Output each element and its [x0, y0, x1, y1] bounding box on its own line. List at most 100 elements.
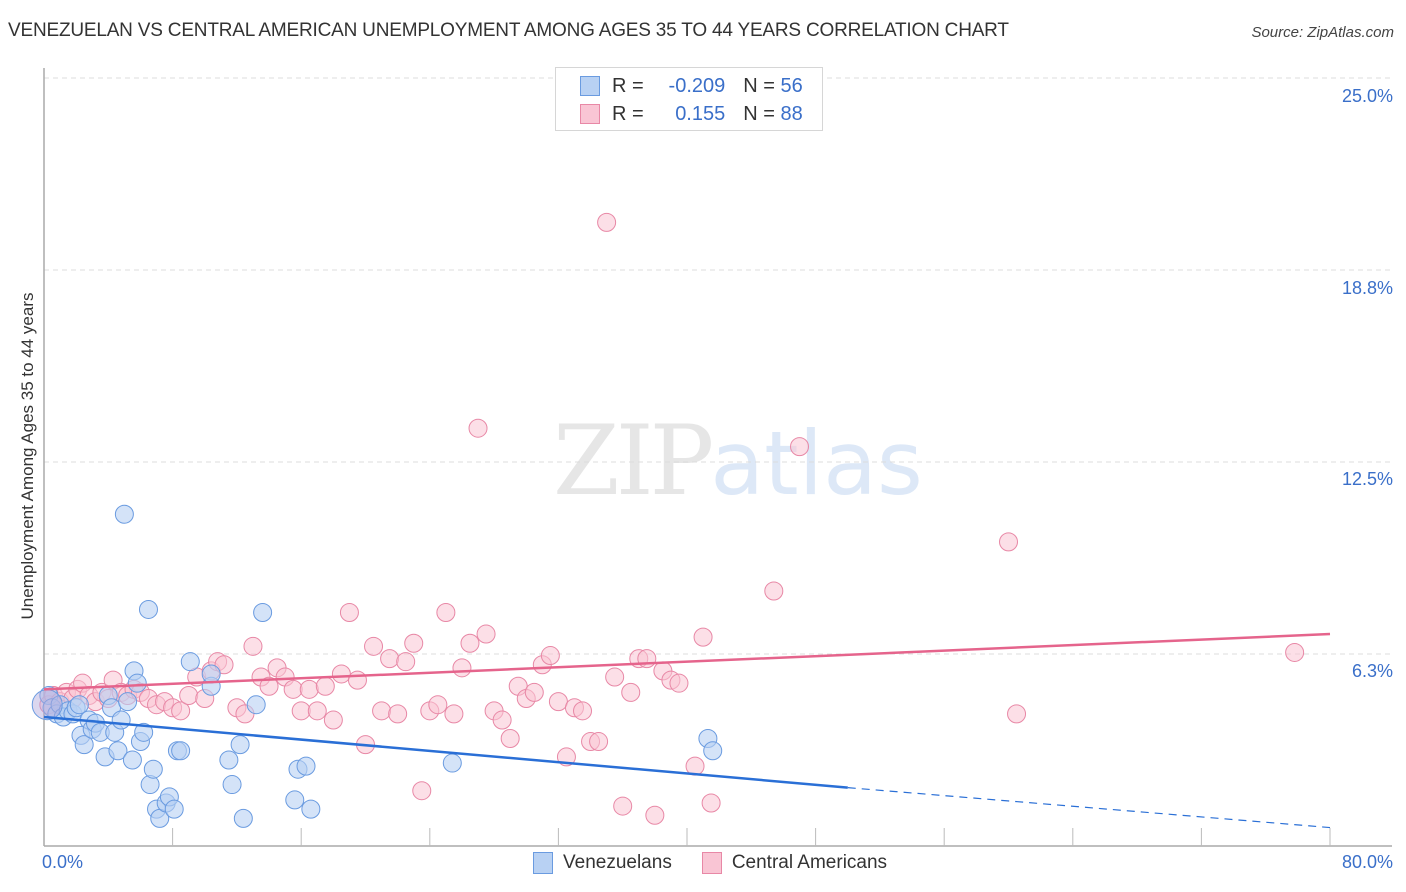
- venezuelans-point: [201, 664, 221, 684]
- central-americans-trend-line: [43, 632, 1331, 691]
- central-americans-point: [701, 793, 721, 813]
- venezuelans-point: [171, 741, 191, 761]
- central-americans-point: [764, 581, 784, 601]
- central-americans-point: [452, 658, 472, 678]
- venezuelans-point: [285, 790, 305, 810]
- cluster-point: [31, 689, 63, 721]
- series-legend: Venezuelans Central Americans: [533, 852, 917, 874]
- y-tick-12-5: 12.5%: [1341, 469, 1393, 489]
- venezuelans-point: [138, 599, 158, 619]
- venezuelans-point: [140, 775, 160, 795]
- venezuelans-point: [122, 750, 142, 770]
- central-americans-point: [259, 676, 279, 696]
- venezuelans-point: [108, 741, 128, 761]
- central-americans-point: [412, 781, 432, 801]
- venezuelans-point: [74, 735, 94, 755]
- central-americans-point: [621, 682, 641, 702]
- x-tick-0: 0.0%: [42, 852, 84, 872]
- r-label: R =: [612, 74, 644, 97]
- legend-row-central-americans: R = 0.155 N = 88: [580, 101, 803, 127]
- central-americans-point: [380, 649, 400, 669]
- central-americans-point: [444, 704, 464, 724]
- central-americans-point: [307, 701, 327, 721]
- venezuelans-point: [222, 775, 242, 795]
- venezuelans-point: [301, 799, 321, 819]
- central-americans-point: [347, 670, 367, 690]
- venezuelans-point: [134, 722, 154, 742]
- central-americans-point: [999, 532, 1018, 552]
- legend-item-venezuelans[interactable]: Venezuelans: [533, 852, 672, 874]
- n-label: N =: [743, 102, 775, 125]
- chart-title: VENEZUELAN VS CENTRAL AMERICAN UNEMPLOYM…: [8, 20, 1009, 41]
- central-americans-point: [468, 418, 488, 438]
- watermark: ZIPatlas: [553, 405, 923, 517]
- central-americans-point: [669, 673, 689, 693]
- r-value: -0.209: [668, 74, 726, 97]
- central-americans-point: [243, 636, 263, 656]
- central-americans-point: [171, 701, 191, 721]
- central-americans-swatch: [580, 104, 600, 124]
- central-americans-point: [364, 636, 384, 656]
- r-value: 0.155: [675, 102, 726, 125]
- central-americans-point: [1007, 704, 1027, 724]
- n-value: 56: [780, 74, 803, 97]
- legend-label-central-americans: Central Americans: [731, 852, 888, 873]
- x-tick-80: 80.0%: [1341, 852, 1393, 872]
- venezuelans-point: [246, 695, 266, 715]
- central-americans-point: [283, 679, 303, 699]
- venezuelans-point: [180, 652, 200, 672]
- central-americans-point: [605, 667, 625, 687]
- central-americans-point: [597, 212, 617, 232]
- central-americans-point: [214, 655, 234, 675]
- venezuelans-swatch: [533, 852, 553, 874]
- y-tick-18-8: 18.8%: [1341, 278, 1393, 298]
- central-americans-point: [331, 664, 351, 684]
- central-americans-point: [428, 695, 448, 715]
- central-americans-point: [179, 685, 199, 705]
- central-americans-point: [396, 652, 416, 672]
- legend-row-venezuelans: R = -0.209 N = 56: [580, 73, 803, 99]
- y-tick-6-3: 6.3%: [1351, 661, 1393, 681]
- venezuelans-point: [164, 799, 184, 819]
- central-americans-point: [323, 710, 343, 730]
- central-americans-point: [1285, 642, 1305, 662]
- venezuelans-point: [253, 603, 273, 623]
- central-americans-point: [524, 682, 544, 702]
- central-americans-point: [645, 805, 665, 825]
- venezuelans-trend-line: [43, 715, 848, 789]
- central-americans-point: [315, 676, 335, 696]
- central-americans-point: [693, 627, 713, 647]
- legend-item-central-americans[interactable]: Central Americans: [701, 852, 888, 874]
- watermark-atlas: atlas: [710, 412, 923, 515]
- central-americans-point: [476, 624, 496, 644]
- central-americans-point: [299, 679, 319, 699]
- venezuelans-point: [442, 753, 462, 773]
- watermark-zip: ZIP: [553, 405, 714, 517]
- central-americans-point: [460, 633, 480, 653]
- y-axis-label: Unemployment Among Ages 35 to 44 years: [18, 292, 37, 620]
- venezuelans-point: [703, 741, 723, 761]
- central-americans-point: [492, 710, 512, 730]
- central-americans-point: [436, 603, 456, 623]
- venezuelans-point: [233, 808, 253, 828]
- n-value: 88: [780, 102, 803, 125]
- venezuelans-point: [111, 710, 131, 730]
- legend-label-venezuelans: Venezuelans: [563, 852, 672, 873]
- central-americans-point: [291, 701, 311, 721]
- central-americans-point: [548, 692, 568, 712]
- venezuelans-swatch: [580, 76, 600, 96]
- venezuelans-point: [127, 673, 147, 693]
- y-tick-25: 25.0%: [1341, 86, 1393, 106]
- central-americans-point: [589, 732, 609, 752]
- source-label: Source: ZipAtlas.com: [1251, 24, 1394, 41]
- central-americans-point: [404, 633, 424, 653]
- venezuelans-point: [143, 759, 163, 779]
- venezuelans-point: [118, 692, 138, 712]
- central-americans-point: [573, 701, 593, 721]
- central-americans-point: [540, 646, 560, 666]
- central-americans-point: [372, 701, 392, 721]
- venezuelans-point: [219, 750, 239, 770]
- central-americans-point: [388, 704, 408, 724]
- venezuelans-trend-extension: [847, 787, 1331, 829]
